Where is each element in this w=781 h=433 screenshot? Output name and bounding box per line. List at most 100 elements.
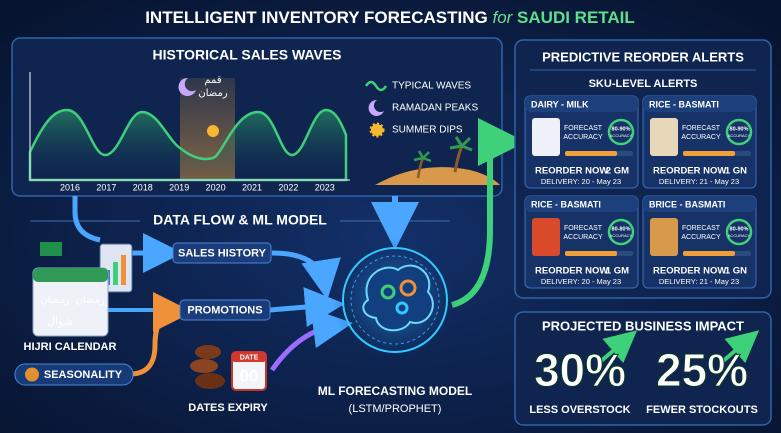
palm-leaves xyxy=(449,136,473,152)
year-label: 2016 xyxy=(60,182,80,192)
year-label: 2022 xyxy=(278,182,298,192)
desert xyxy=(375,167,500,185)
date-fruit xyxy=(190,359,218,373)
card-name: DAIRY - MILK xyxy=(531,99,589,109)
year-label: 2018 xyxy=(133,182,153,192)
accuracy-caption: ACCURACY xyxy=(610,133,633,138)
accuracy-ring xyxy=(607,218,635,246)
doc-bar xyxy=(113,262,118,285)
reorder-action: REORDER NOW xyxy=(535,166,608,177)
impact-title: PROJECTED BUSINESS IMPACT xyxy=(542,318,744,333)
flow-arrow xyxy=(129,292,193,377)
title-region: SAUDI RETAIL xyxy=(517,8,635,27)
sun-icon xyxy=(207,125,219,137)
up-arrow xyxy=(720,330,760,364)
year-label: 2017 xyxy=(96,182,116,192)
title: INTELLIGENT INVENTORY FORECASTING for SA… xyxy=(145,8,635,27)
progress-fill xyxy=(565,251,617,256)
decoration: TYPICAL WAVES RAMADAN PEAKS SUMMER DIPS xyxy=(392,81,478,136)
product-image xyxy=(532,218,560,256)
flag xyxy=(40,242,62,256)
metric-value: 25% xyxy=(656,344,748,396)
seasonality-label: SEASONALITY xyxy=(44,369,123,381)
reorder-quantity: 1 GM xyxy=(606,266,629,277)
flow-arrow xyxy=(269,308,353,372)
ramadan-label: قمم xyxy=(204,75,221,86)
accuracy-caption: ACCURACY xyxy=(728,133,751,138)
date-icon-title: DATE xyxy=(240,354,259,361)
seasonality-icon xyxy=(25,367,39,382)
reorder-quantity: 1 GN xyxy=(725,266,747,277)
reorder-quantity: 2 GM xyxy=(606,166,629,177)
decoration: DAIRY - MILKFORECASTACCURACY80-90%ACCURA… xyxy=(524,95,757,289)
alerts-subtitle: SKU-LEVEL ALERTS xyxy=(589,78,698,90)
alerts-title: PREDICTIVE REORDER ALERTS xyxy=(542,49,744,64)
year-label: 2019 xyxy=(169,182,189,192)
delivery: DELIVERY: 20 - May 23 xyxy=(541,277,621,286)
product-image xyxy=(650,118,678,156)
gear xyxy=(380,284,396,300)
title-main: INTELLIGENT INVENTORY FORECASTING xyxy=(145,8,488,27)
metric-value: 30% xyxy=(534,344,626,396)
product-image xyxy=(650,218,678,256)
accuracy-label: FORECAST xyxy=(564,125,603,132)
calendar-cell: شوال xyxy=(47,315,73,328)
accuracy-ring xyxy=(725,118,753,146)
model-ring xyxy=(350,255,440,345)
legend-label: TYPICAL WAVES xyxy=(392,81,471,92)
metric-label: LESS OVERSTOCK xyxy=(529,404,630,416)
card-name: BRICE - BASMATI xyxy=(649,199,725,209)
input-label: PROMOTIONS xyxy=(187,304,262,316)
progress-fill xyxy=(565,151,617,156)
panel-title: HISTORICAL SALES WAVES xyxy=(152,47,341,63)
model-title: ML FORECASTING MODEL xyxy=(318,384,472,398)
moon-icon xyxy=(178,77,196,96)
accuracy-value: 80-90% xyxy=(730,226,749,232)
delivery: DELIVERY: 20 - May 23 xyxy=(541,177,621,186)
year-label: 2023 xyxy=(315,182,335,192)
card-header xyxy=(525,96,638,112)
accuracy-ring xyxy=(725,218,753,246)
flow-arrow xyxy=(72,196,101,243)
card-header xyxy=(643,96,756,112)
legend-wave xyxy=(364,80,388,92)
accuracy-label: ACCURACY xyxy=(681,134,721,141)
accuracy-ring xyxy=(607,118,635,146)
legend-sun xyxy=(369,122,385,138)
decoration: 30% LESS OVERSTOCK 25% FEWER STOCKOUTS xyxy=(529,344,757,416)
accuracy-label: FORECAST xyxy=(564,225,603,232)
flow-arrow xyxy=(271,250,341,300)
legend-label: RAMADAN PEAKS xyxy=(392,103,478,114)
card-name: RICE - BASMATI xyxy=(649,99,719,109)
reorder-action: REORDER NOW xyxy=(653,266,726,277)
calendar-cell: رمضان xyxy=(75,295,104,306)
metric-label: FEWER STOCKOUTS xyxy=(646,404,758,416)
input-box xyxy=(172,242,272,264)
accuracy-label: ACCURACY xyxy=(563,234,603,241)
brain-icon xyxy=(362,264,434,332)
title-for: for xyxy=(492,8,513,27)
delivery: DELIVERY: 21 - May 23 xyxy=(659,277,739,286)
calendar-cell: رمضان xyxy=(40,295,69,306)
model-subtitle: (LSTM/PROPHET) xyxy=(349,403,442,415)
flow-title: DATA FLOW & ML MODEL xyxy=(153,212,327,228)
doc-bar xyxy=(121,255,126,285)
palm-leaves xyxy=(413,150,432,163)
legend-moon xyxy=(368,99,384,116)
accuracy-value: 80-80% xyxy=(612,226,631,232)
input-box xyxy=(179,299,271,321)
year-label: 2021 xyxy=(242,182,262,192)
reorder-action: REORDER NOW xyxy=(653,166,726,177)
gear xyxy=(399,279,417,297)
year-label: 2020 xyxy=(206,182,226,192)
date-icon-value: 00 xyxy=(240,366,259,385)
delivery: DELIVERY: 21 - May 23 xyxy=(659,177,739,186)
legend-label: SUMMER DIPS xyxy=(392,125,463,136)
accuracy-label: ACCURACY xyxy=(681,234,721,241)
flow-arrow xyxy=(269,287,345,328)
accuracy-caption: ACCURACY xyxy=(728,233,751,238)
flow-arrow xyxy=(451,118,526,308)
accuracy-label: FORECAST xyxy=(682,125,721,132)
date-fruit xyxy=(195,345,221,359)
